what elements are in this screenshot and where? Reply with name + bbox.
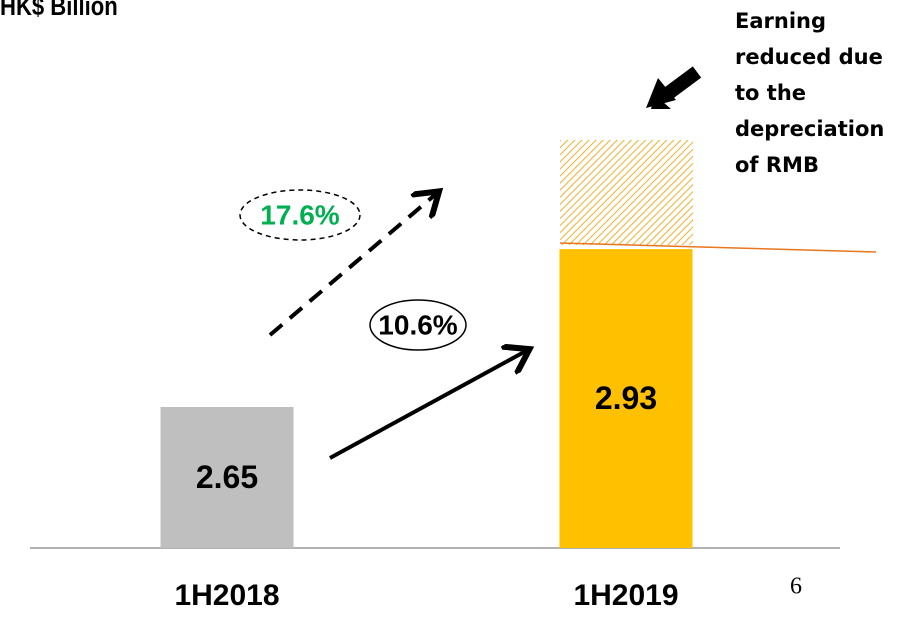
- dashed-ellipse: [239, 189, 361, 241]
- note-line: of RMB: [735, 153, 819, 177]
- growth-label: 17.6%: [260, 199, 339, 230]
- page-number: 6: [790, 574, 802, 600]
- hatched-area: [560, 140, 693, 245]
- value-label: 2.65: [196, 459, 258, 495]
- chart-title: HK$ Billion: [0, 0, 118, 21]
- dashed-arrow: [268, 194, 436, 337]
- big-arrow-head: [646, 78, 676, 108]
- note-line: Earning: [735, 9, 826, 33]
- note-line: reduced due: [735, 45, 883, 69]
- reference-line: [559, 242, 877, 253]
- note-line: to the: [735, 81, 806, 105]
- value-label: 2.93: [595, 380, 657, 416]
- bar: [160, 407, 294, 548]
- ellipse: [369, 299, 467, 351]
- big-arrow-shaft: [661, 66, 702, 101]
- bar: [559, 249, 693, 548]
- note-line: depreciation: [735, 117, 884, 141]
- note: Earning reduced due to the depreciation of R…: [735, 9, 884, 177]
- solid-arrow: [329, 351, 526, 460]
- x-tick-label: 1H2018: [174, 579, 279, 612]
- x-tick-label: 1H2019: [573, 579, 678, 612]
- growth-label: 10.6%: [378, 309, 457, 340]
